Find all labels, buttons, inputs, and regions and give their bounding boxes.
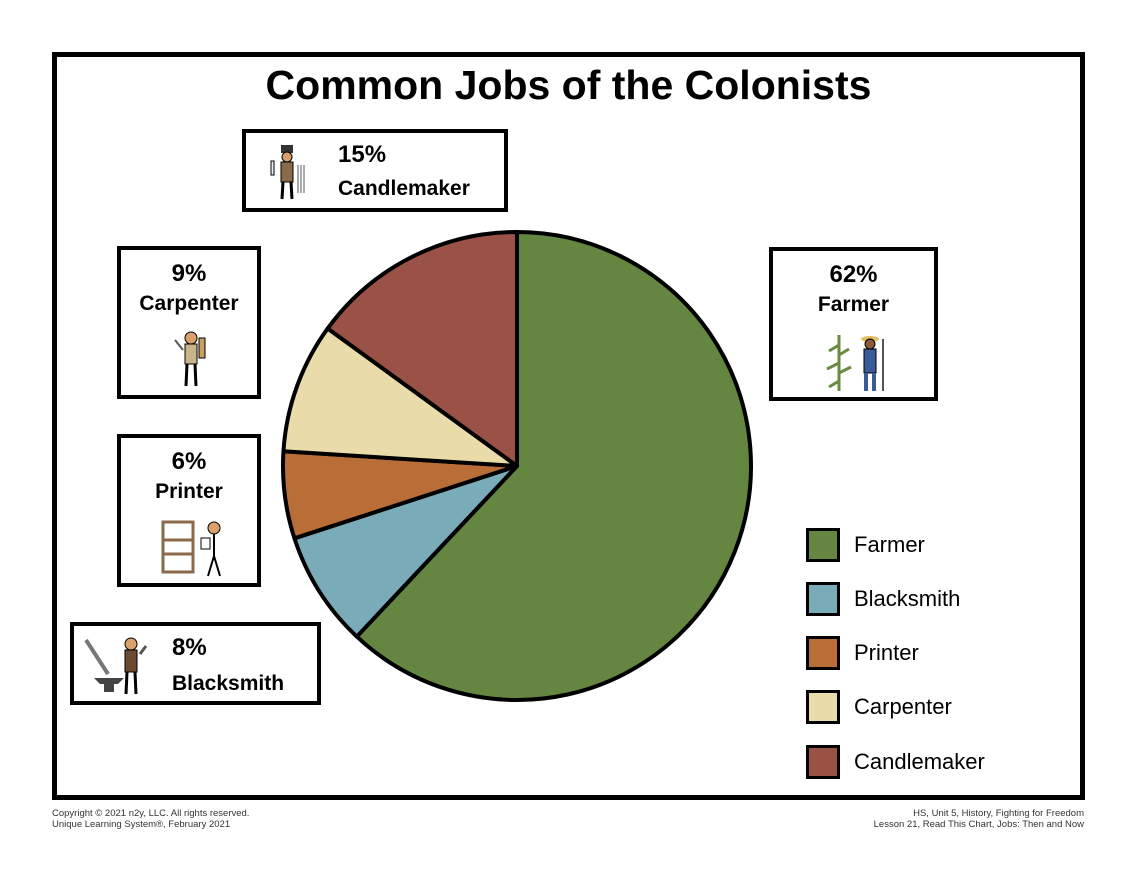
legend-label: Farmer (854, 532, 925, 557)
legend-swatch (806, 582, 840, 616)
label-candlemaker: 15% Candlemaker (242, 129, 508, 212)
legend-label: Blacksmith (854, 586, 961, 611)
label-name: Farmer (817, 293, 890, 316)
chart-frame (52, 52, 1085, 800)
blacksmith-icon (84, 637, 148, 695)
legend-label: Printer (854, 640, 919, 665)
label-name: Carpenter (139, 292, 239, 315)
label-pct: 15% (338, 141, 387, 168)
candlemaker-icon (270, 145, 305, 200)
footer-right: HS, Unit 5, History, Fighting for Freedo… (874, 808, 1084, 830)
farmer-icon (826, 335, 884, 391)
label-name: Candlemaker (338, 177, 470, 200)
footer-left: Copyright © 2021 n2y, LLC. All rights re… (52, 808, 249, 830)
legend-item-farmer: Farmer (806, 528, 925, 562)
legend-item-printer: Printer (806, 636, 919, 670)
lesson-text: Lesson 21, Read This Chart, Jobs: Then a… (873, 819, 1084, 830)
copyright-text: Copyright © 2021 n2y, LLC. All rights re… (52, 808, 250, 819)
label-pct: 62% (829, 261, 878, 288)
label-printer: 6% Printer (117, 434, 261, 587)
legend-swatch (806, 636, 840, 670)
legend-swatch (806, 745, 840, 779)
label-pct: 9% (171, 260, 207, 287)
edition-text: Unique Learning System®, February 2021 (52, 819, 231, 830)
chart-title: Common Jobs of the Colonists (265, 62, 872, 108)
pie-slice-farmer (354, 230, 753, 702)
carpenter-icon (174, 331, 206, 387)
legend-swatch (806, 690, 840, 724)
label-name: Blacksmith (172, 672, 285, 695)
label-blacksmith: 8% Blacksmith (70, 622, 321, 705)
legend-item-candlemaker: Candlemaker (806, 745, 985, 779)
legend-swatch (806, 528, 840, 562)
label-farmer: 62% Farmer (769, 247, 938, 401)
pie-slice-candlemaker (325, 230, 519, 468)
label-name: Printer (155, 480, 223, 503)
unit-text: HS, Unit 5, History, Fighting for Freedo… (913, 808, 1084, 819)
label-carpenter: 9% Carpenter (117, 246, 261, 399)
legend-item-carpenter: Carpenter (806, 690, 952, 724)
legend-label: Carpenter (854, 694, 952, 719)
printing-press-icon (161, 520, 221, 577)
pie-slice-blacksmith (292, 464, 519, 639)
label-pct: 6% (171, 448, 207, 475)
legend-item-blacksmith: Blacksmith (806, 582, 960, 616)
legend-label: Candlemaker (854, 749, 985, 774)
pie-slice-carpenter (281, 326, 519, 468)
label-pct: 8% (172, 634, 207, 661)
